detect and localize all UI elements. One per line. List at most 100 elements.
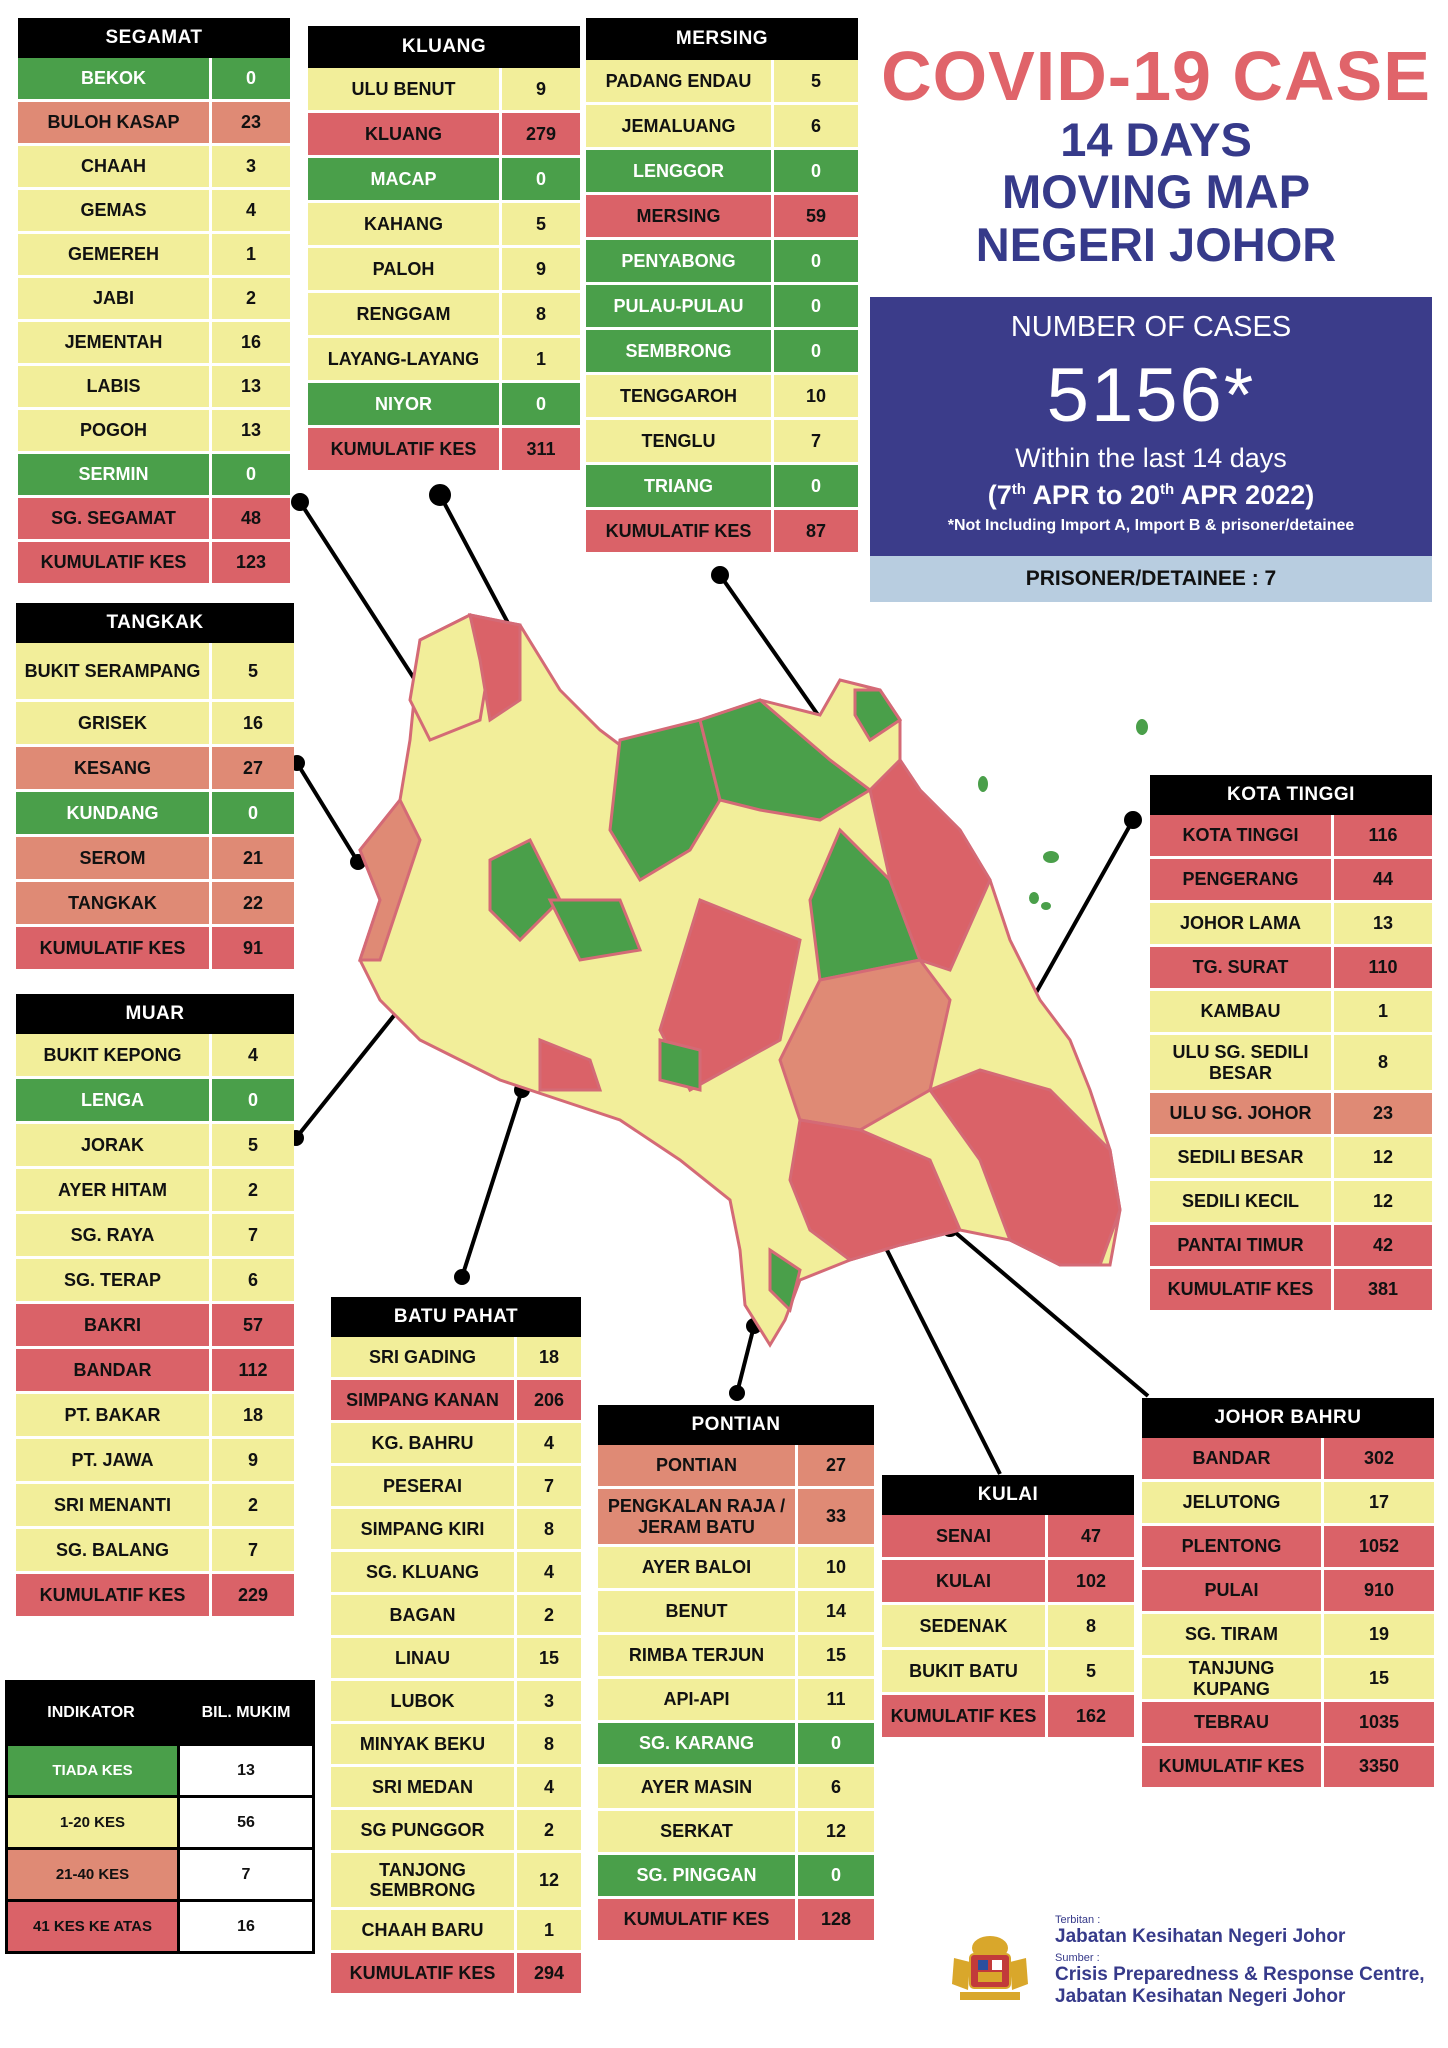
mukim-name: AYER MASIN — [598, 1767, 798, 1808]
mukim-row: SEDILI KECIL 12 — [1150, 1181, 1432, 1225]
mukim-row: BUKIT BATU 5 — [882, 1650, 1134, 1695]
case-count: 21 — [242, 847, 264, 868]
mukim-name: BUKIT SERAMPANG — [16, 643, 212, 699]
case-count: 15 — [1368, 1668, 1390, 1688]
cumulative-row: KUMULATIF KES 87 — [586, 510, 858, 555]
mukim-name: BAKRI — [16, 1304, 212, 1346]
mukim-name: SG. SEGAMAT — [18, 498, 212, 539]
mukim-name: SRI MENANTI — [16, 1484, 212, 1526]
mukim-name: TANGKAK — [16, 882, 212, 924]
sumber-line-2: Jabatan Kesihatan Negeri Johor — [1055, 1985, 1346, 2007]
case-count: 2 — [247, 1494, 258, 1515]
case-count: 7 — [543, 1475, 554, 1496]
case-count: 4 — [543, 1776, 554, 1797]
district-header: SEGAMAT — [18, 18, 290, 58]
case-count: 8 — [543, 1518, 554, 1539]
district-table-kota-tinggi: KOTA TINGGI KOTA TINGGI 116 PENGERANG 44 JOHO… — [1150, 775, 1432, 1313]
mukim-row: SG. TERAP 6 — [16, 1259, 294, 1304]
legend-indicator: 1-20 KES — [8, 1798, 180, 1847]
mukim-name: NIYOR — [308, 383, 502, 425]
mukim-name: TEBRAU — [1142, 1702, 1324, 1743]
cumulative-row: KUMULATIF KES 91 — [16, 927, 294, 972]
legend-row: 1-20 KES 56 — [5, 1798, 315, 1850]
case-count: 16 — [240, 332, 262, 352]
mukim-row: SRI MEDAN 4 — [331, 1767, 581, 1810]
mukim-name: LINAU — [331, 1638, 517, 1678]
case-count: 11 — [826, 1689, 846, 1709]
cases-label: NUMBER OF CASES — [1010, 311, 1292, 343]
mukim-row: KUNDANG 0 — [16, 792, 294, 837]
mukim-name: LENGA — [16, 1079, 212, 1121]
case-count: 22 — [242, 892, 264, 913]
case-count: 9 — [247, 1449, 258, 1470]
mukim-name: SERKAT — [598, 1811, 798, 1852]
mukim-name: MERSING — [586, 195, 774, 237]
case-count: 5 — [247, 660, 258, 681]
mukim-name: BUKIT KEPONG — [16, 1034, 212, 1076]
mukim-row: AYER MASIN 6 — [598, 1767, 874, 1811]
range-start-day: 7 — [996, 480, 1012, 510]
mukim-name: LAYANG-LAYANG — [308, 338, 502, 380]
mukim-row: BUKIT SERAMPANG 5 — [16, 643, 294, 702]
mukim-row: SG. SEGAMAT 48 — [18, 498, 290, 542]
district-header: BATU PAHAT — [331, 1297, 581, 1337]
mukim-name: AYER BALOI — [598, 1547, 798, 1588]
district-rows: KOTA TINGGI 116 PENGERANG 44 JOHOR LAMA 13 TG.… — [1150, 815, 1432, 1313]
mukim-name: KUMULATIF KES — [331, 1953, 517, 1993]
legend-count: 16 — [180, 1902, 312, 1951]
mukim-name: SG. TERAP — [16, 1259, 212, 1301]
mukim-name: SEROM — [16, 837, 212, 879]
mukim-name: GEMAS — [18, 190, 212, 231]
mukim-row: API-API 11 — [598, 1679, 874, 1723]
mukim-row: SRI GADING 18 — [331, 1337, 581, 1380]
legend-row: 41 KES KE ATAS 16 — [5, 1902, 315, 1954]
mukim-row: LENGGOR 0 — [586, 150, 858, 195]
mukim-row: SERKAT 12 — [598, 1811, 874, 1855]
mukim-name: KUMULATIF KES — [1150, 1269, 1334, 1310]
mukim-row: GRISEK 16 — [16, 702, 294, 747]
mukim-name: BAGAN — [331, 1595, 517, 1635]
mukim-name: SENAI — [882, 1515, 1048, 1557]
mukim-name: SEDILI BESAR — [1150, 1137, 1334, 1178]
case-count: 6 — [830, 1777, 841, 1797]
case-count: 48 — [240, 508, 262, 528]
cumulative-row: KUMULATIF KES 381 — [1150, 1269, 1432, 1313]
mukim-row: JEMENTAH 16 — [18, 322, 290, 366]
mukim-name: POGOH — [18, 410, 212, 451]
mukim-row: MINYAK BEKU 8 — [331, 1724, 581, 1767]
mukim-name: MACAP — [308, 158, 502, 200]
district-rows: PONTIAN 27 PENGKALAN RAJA / JERAM BATU 33 AY… — [598, 1445, 874, 1943]
case-count: 13 — [1372, 913, 1394, 933]
mukim-row: TENGLU 7 — [586, 420, 858, 465]
case-count: 123 — [235, 552, 267, 572]
mukim-row: ULU SG. JOHOR 23 — [1150, 1093, 1432, 1137]
mukim-name: JABI — [18, 278, 212, 319]
district-table-tangkak: TANGKAK BUKIT SERAMPANG 5 GRISEK 16 KESANG 27 K… — [16, 603, 294, 972]
case-count: 0 — [535, 393, 546, 414]
mukim-row: KESANG 27 — [16, 747, 294, 792]
footer-text: Terbitan : Jabatan Kesihatan Negeri Joho… — [1055, 1914, 1425, 2008]
case-count: 128 — [820, 1909, 852, 1929]
mukim-name: PADANG ENDAU — [586, 60, 774, 102]
mukim-name: KUMULATIF KES — [1142, 1746, 1324, 1787]
mukim-row: MACAP 0 — [308, 158, 580, 203]
case-count: 0 — [247, 1089, 258, 1110]
legend-indicator: TIADA KES — [8, 1746, 180, 1795]
case-count: 44 — [1372, 869, 1394, 889]
case-count: 5 — [247, 1134, 258, 1155]
mukim-name: JEMENTAH — [18, 322, 212, 363]
mukim-name: PONTIAN — [598, 1445, 798, 1486]
case-count: 6 — [810, 115, 821, 136]
page-title: COVID-19 CASE — [881, 37, 1431, 115]
case-count: 0 — [245, 68, 256, 88]
mukim-name: TANJONG SEMBRONG — [331, 1853, 517, 1907]
case-count: 2 — [245, 288, 256, 308]
mukim-row: JORAK 5 — [16, 1124, 294, 1169]
mukim-row: PULAU-PULAU 0 — [586, 285, 858, 330]
case-count: 1 — [543, 1919, 554, 1940]
mukim-row: PLENTONG 1052 — [1142, 1526, 1434, 1570]
case-count: 12 — [1372, 1147, 1394, 1167]
mukim-name: TENGGAROH — [586, 375, 774, 417]
mukim-name: TANJUNG KUPANG — [1142, 1658, 1324, 1699]
mukim-name: SRI GADING — [331, 1337, 517, 1377]
